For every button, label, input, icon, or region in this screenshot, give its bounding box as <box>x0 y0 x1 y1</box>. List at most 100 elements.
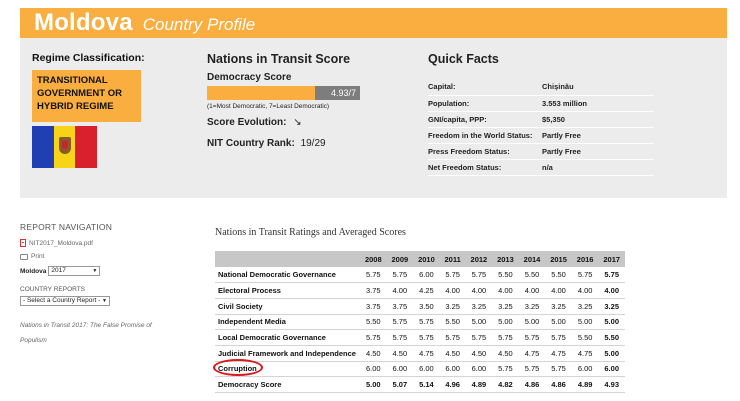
score-evolution-label: Score Evolution: <box>207 117 287 128</box>
rating-value: 5.75 <box>413 329 440 346</box>
table-row: Independent Media 5.50 5.75 5.75 5.50 5.00 5.0… <box>215 314 625 331</box>
quick-fact-value: 3.553 million <box>542 95 653 112</box>
rating-value: 3.75 <box>360 282 387 299</box>
regime-label: Regime Classification: <box>32 52 145 64</box>
rating-value: 5.75 <box>545 361 572 378</box>
rating-value: 4.00 <box>598 282 625 299</box>
category-column-header <box>215 251 360 267</box>
year-column-header: 2016 <box>571 251 599 267</box>
rating-category: Judicial Framework and Independence <box>215 345 360 362</box>
democracy-score-bar: 4.93/7 <box>207 86 360 100</box>
coat-of-arms-icon <box>58 137 71 154</box>
democracy-score-value: 4.93/7 <box>330 88 356 98</box>
rating-value: 5.50 <box>598 329 625 346</box>
quick-facts-title: Quick Facts <box>428 52 499 66</box>
trend-down-icon: ↘ <box>293 117 302 128</box>
rating-value: 5.75 <box>571 267 599 284</box>
country-select-label: Moldova <box>20 267 47 275</box>
rating-value: 5.00 <box>598 345 625 362</box>
page-header: Moldova Country Profile <box>20 8 727 38</box>
rating-value: 6.00 <box>439 361 466 378</box>
country-name: Moldova <box>34 9 133 36</box>
chevron-down-icon: ▼ <box>92 268 98 274</box>
year-column-header: 2013 <box>492 251 519 267</box>
quick-fact-value: Partly Free <box>542 143 653 160</box>
rating-value: 4.50 <box>386 345 414 362</box>
rating-value: 4.93 <box>598 376 625 393</box>
rating-value: 4.75 <box>571 345 599 362</box>
quick-fact-key: Freedom in the World Status: <box>428 127 542 144</box>
quick-facts-section: Quick Facts Capital: Chișinău Population: 3… <box>428 52 708 176</box>
rating-value: 3.25 <box>571 298 599 315</box>
year-select[interactable]: 2017 ▼ <box>48 266 101 276</box>
quick-facts-table: Capital: Chișinău Population: 3.553 million… <box>428 79 653 176</box>
year-column-header: 2015 <box>545 251 572 267</box>
rating-value: 5.75 <box>545 329 572 346</box>
country-rank-label: NIT Country Rank: <box>207 138 295 149</box>
rating-value: 5.75 <box>439 267 466 284</box>
ratings-title: Nations in Transit Ratings and Averaged … <box>215 227 406 238</box>
rating-value: 4.00 <box>439 282 466 299</box>
quick-fact-row: Press Freedom Status: Partly Free <box>428 143 653 160</box>
rating-value: 6.00 <box>413 267 440 284</box>
quick-fact-row: GNI/capita, PPP: $5,350 <box>428 111 653 128</box>
print-button[interactable]: Print <box>20 253 190 260</box>
year-select-value: 2017 <box>51 267 66 274</box>
rating-value: 3.25 <box>598 298 625 315</box>
pdf-link-text: NIT2017_Moldova.pdf <box>29 239 93 247</box>
rating-value: 6.00 <box>598 361 625 378</box>
nit-title: Nations in Transit Score <box>207 52 351 66</box>
quick-fact-key: Capital: <box>428 79 542 96</box>
table-row: Electoral Process 3.75 4.00 4.25 4.00 4.00 4.0… <box>215 282 625 299</box>
year-column-header: 2008 <box>360 251 387 267</box>
year-column-header: 2010 <box>413 251 440 267</box>
pdf-download-link[interactable]: NIT2017_Moldova.pdf <box>20 239 190 247</box>
rating-value: 4.96 <box>439 376 466 393</box>
quick-fact-key: GNI/capita, PPP: <box>428 111 542 128</box>
report-navigation-heading: REPORT NAVIGATION <box>20 222 113 232</box>
moldova-flag <box>32 126 98 168</box>
country-rank-value: 19/29 <box>300 138 326 149</box>
ratings-table: 2008 2009 2010 2011 2012 2013 2014 2015 2016 2017… <box>215 251 625 393</box>
rating-value: 4.00 <box>492 282 519 299</box>
table-row: National Democratic Governance 5.75 5.75 6.… <box>215 267 625 284</box>
print-label: Print <box>31 253 45 260</box>
rating-value: 5.75 <box>492 329 519 346</box>
rating-value: 5.75 <box>360 267 387 284</box>
table-row: Corruption 6.00 6.00 6.00 6.00 6.00 5.75 5.75 5.… <box>215 361 625 378</box>
summary-panel: Regime Classification: TRANSITIONAL GOVE… <box>20 38 727 198</box>
rating-value: 4.00 <box>545 282 572 299</box>
rating-value: 5.50 <box>360 314 387 331</box>
country-report-select[interactable]: - Select a Country Report - ▼ <box>20 296 110 306</box>
rating-value: 3.25 <box>465 298 493 315</box>
rating-value: 5.00 <box>598 314 625 331</box>
rating-value: 5.00 <box>492 314 519 331</box>
rating-value: 5.75 <box>465 267 493 284</box>
rating-category: Civil Society <box>215 298 360 315</box>
rating-value: 5.75 <box>598 267 625 284</box>
rating-value: 5.75 <box>465 329 493 346</box>
rating-value: 5.50 <box>492 267 519 284</box>
page-subtitle: Country Profile <box>142 15 256 34</box>
rating-value: 3.25 <box>545 298 572 315</box>
rating-value: 4.50 <box>439 345 466 362</box>
rating-value: 4.75 <box>518 345 546 362</box>
year-column-header: 2011 <box>439 251 466 267</box>
country-rank: NIT Country Rank: 19/29 <box>207 138 407 149</box>
rating-value: 5.00 <box>571 314 599 331</box>
rating-value: 5.00 <box>545 314 572 331</box>
pdf-icon <box>20 239 26 247</box>
ratings-section: Nations in Transit Ratings and Averaged … <box>215 227 625 393</box>
rating-value: 3.75 <box>386 298 414 315</box>
quick-fact-row: Population: 3.553 million <box>428 95 653 112</box>
table-row: Civil Society 3.75 3.75 3.50 3.25 3.25 3.25 3.2… <box>215 298 625 315</box>
quick-fact-key: Press Freedom Status: <box>428 143 542 160</box>
rating-value: 5.75 <box>518 361 546 378</box>
related-report-link[interactable]: Nations in Transit 2017: The False Promi… <box>20 322 152 344</box>
rating-category: Democracy Score <box>215 376 360 393</box>
democracy-score-label: Democracy Score <box>207 72 292 83</box>
rating-value: 5.00 <box>465 314 493 331</box>
quick-fact-row: Net Freedom Status: n/a <box>428 159 653 176</box>
rating-value: 3.25 <box>492 298 519 315</box>
